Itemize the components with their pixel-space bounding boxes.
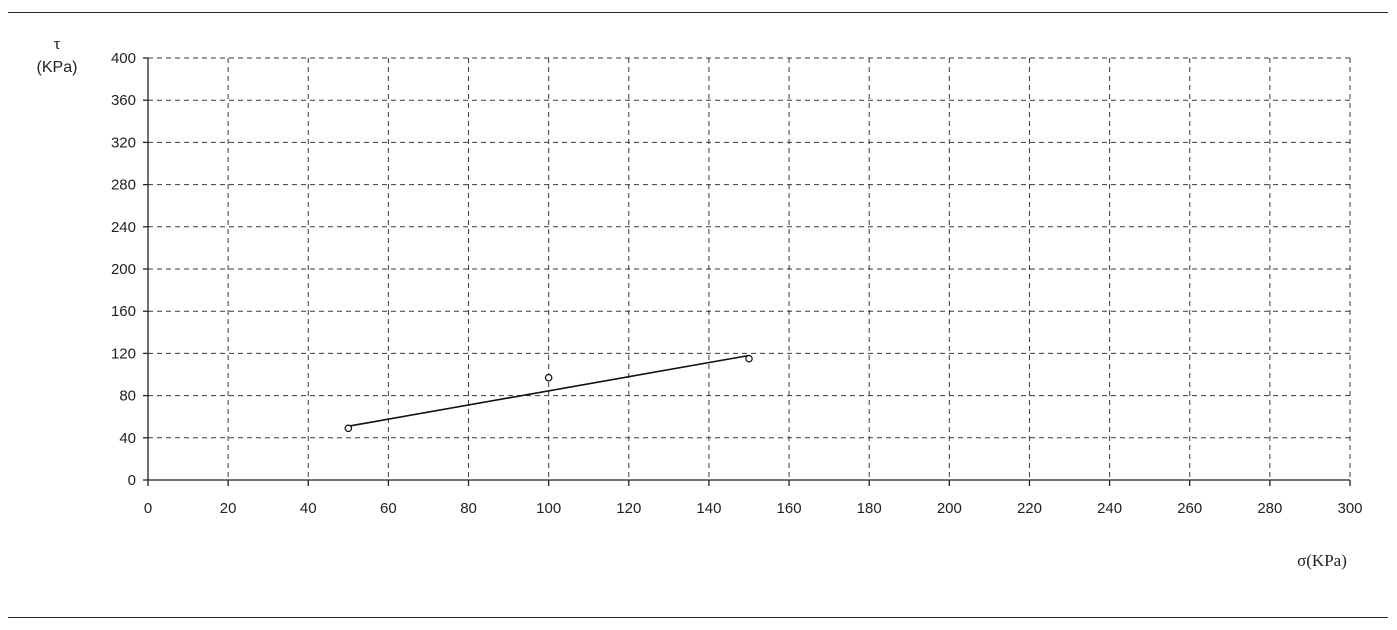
- grid-layer: [148, 57, 1351, 480]
- y-tick-label: 200: [111, 261, 136, 278]
- y-axis-symbol: τ: [54, 34, 61, 53]
- x-tick-label: 20: [220, 500, 237, 517]
- y-tick-label: 40: [119, 430, 136, 447]
- x-tick-label: 100: [536, 500, 561, 517]
- x-tick-label: 140: [696, 500, 721, 517]
- y-tick-label: 160: [111, 303, 136, 320]
- y-tick-label: 80: [119, 388, 136, 405]
- x-tick-label: 80: [460, 500, 477, 517]
- y-tick-label: 0: [128, 472, 136, 489]
- y-tick-label: 120: [111, 345, 136, 362]
- x-tick-label: 260: [1177, 500, 1202, 517]
- y-tick-label: 280: [111, 177, 136, 194]
- y-tick-label: 320: [111, 134, 136, 151]
- x-tick-label: 160: [777, 500, 802, 517]
- data-point: [745, 354, 753, 363]
- y-tick-label: 240: [111, 219, 136, 236]
- data-point: [344, 424, 353, 433]
- tick-labels: 0 40 80 120 160 200 240 280 320 360 400 0 20 40 60 80 10…: [111, 50, 1363, 517]
- x-tick-label: 60: [380, 500, 397, 517]
- fit-line: [348, 354, 750, 427]
- y-tick-label: 400: [111, 50, 136, 67]
- x-tick-label: 120: [616, 500, 641, 517]
- chart-frame: [8, 12, 1388, 618]
- y-axis-unit: (KPa): [37, 59, 78, 76]
- x-tick-label: 300: [1337, 500, 1362, 517]
- y-tick-label: 360: [111, 92, 136, 109]
- data-point: [544, 373, 553, 382]
- x-tick-label: 200: [937, 500, 962, 517]
- x-tick-label: 180: [857, 500, 882, 517]
- x-tick-label: 0: [144, 500, 152, 517]
- x-tick-label: 220: [1017, 500, 1042, 517]
- x-tick-label: 40: [300, 500, 317, 517]
- x-axis-label: σ(KPa): [1297, 551, 1347, 570]
- x-tick-label: 280: [1257, 500, 1282, 517]
- x-tick-label: 240: [1097, 500, 1122, 517]
- data-layer: [344, 354, 753, 433]
- axes-layer: [143, 57, 1351, 486]
